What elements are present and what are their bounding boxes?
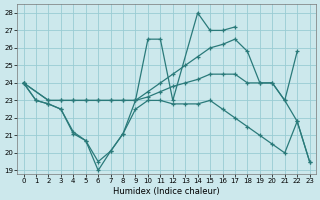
X-axis label: Humidex (Indice chaleur): Humidex (Indice chaleur)	[113, 187, 220, 196]
